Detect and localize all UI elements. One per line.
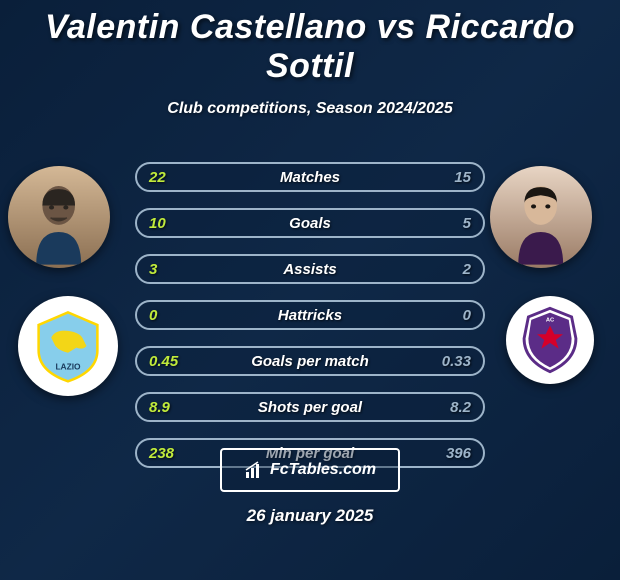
stat-left-value: 22	[149, 169, 166, 186]
stat-left-value: 0	[149, 307, 157, 324]
chart-icon	[244, 460, 264, 480]
stat-label: Hattricks	[137, 307, 483, 324]
stat-label: Assists	[137, 261, 483, 278]
stat-row-assists: 3 Assists 2	[135, 254, 485, 284]
stat-row-goals-per-match: 0.45 Goals per match 0.33	[135, 346, 485, 376]
stat-label: Goals	[137, 215, 483, 232]
stat-left-value: 10	[149, 215, 166, 232]
stat-right-value: 2	[463, 261, 471, 278]
brand-logo: FcTables.com	[220, 448, 400, 492]
svg-text:LAZIO: LAZIO	[55, 362, 81, 372]
stat-right-value: 0	[463, 307, 471, 324]
lazio-badge-icon: LAZIO	[26, 304, 110, 388]
stat-right-value: 15	[454, 169, 471, 186]
left-club-badge: LAZIO	[18, 296, 118, 396]
right-player-avatar	[490, 166, 592, 268]
stat-left-value: 238	[149, 445, 174, 462]
stat-label: Goals per match	[137, 353, 483, 370]
fiorentina-badge-icon: AC	[514, 304, 586, 376]
stat-right-value: 396	[446, 445, 471, 462]
comparison-content: LAZIO AC 22 Matches 15 10 Goals 5 3 Assi…	[0, 148, 620, 478]
footer-date: 26 january 2025	[0, 506, 620, 526]
stat-right-value: 8.2	[450, 399, 471, 416]
stat-right-value: 5	[463, 215, 471, 232]
stat-label: Shots per goal	[137, 399, 483, 416]
stat-left-value: 0.45	[149, 353, 178, 370]
stat-right-value: 0.33	[442, 353, 471, 370]
stats-container: 22 Matches 15 10 Goals 5 3 Assists 2 0 H…	[135, 162, 485, 484]
player-silhouette-icon	[505, 183, 576, 265]
comparison-title: Valentin Castellano vs Riccardo Sottil	[0, 0, 620, 86]
player-silhouette-icon	[23, 183, 94, 265]
brand-text: FcTables.com	[270, 461, 376, 479]
stat-row-goals: 10 Goals 5	[135, 208, 485, 238]
stat-label: Matches	[137, 169, 483, 186]
svg-text:AC: AC	[546, 317, 554, 323]
stat-row-matches: 22 Matches 15	[135, 162, 485, 192]
stat-left-value: 3	[149, 261, 157, 278]
comparison-subtitle: Club competitions, Season 2024/2025	[0, 100, 620, 118]
stat-row-shots-per-goal: 8.9 Shots per goal 8.2	[135, 392, 485, 422]
left-player-avatar	[8, 166, 110, 268]
stat-row-hattricks: 0 Hattricks 0	[135, 300, 485, 330]
right-club-badge: AC	[506, 296, 594, 384]
stat-left-value: 8.9	[149, 399, 170, 416]
